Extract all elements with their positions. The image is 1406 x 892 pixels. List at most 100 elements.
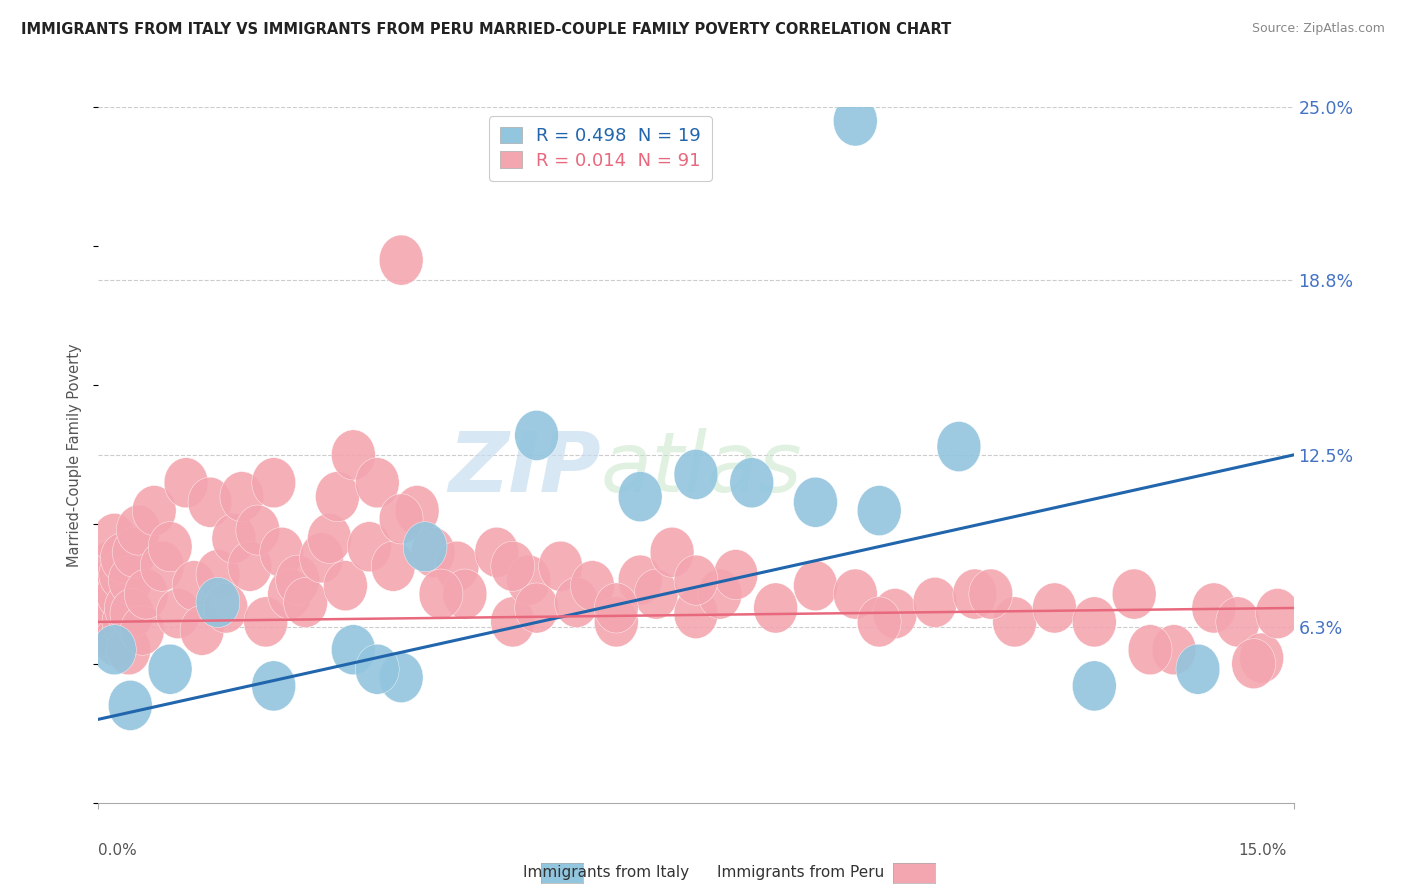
Legend: R = 0.498  N = 19, R = 0.014  N = 91: R = 0.498 N = 19, R = 0.014 N = 91 (489, 116, 711, 180)
Ellipse shape (212, 514, 256, 564)
Ellipse shape (411, 527, 456, 577)
Ellipse shape (380, 653, 423, 703)
Ellipse shape (97, 569, 141, 619)
Ellipse shape (93, 624, 136, 674)
Ellipse shape (132, 485, 176, 535)
Ellipse shape (86, 605, 129, 656)
Ellipse shape (83, 577, 127, 627)
Ellipse shape (195, 577, 240, 627)
Text: atlas: atlas (600, 428, 801, 509)
Text: 0.0%: 0.0% (98, 843, 138, 858)
Ellipse shape (873, 589, 917, 639)
Ellipse shape (1112, 569, 1156, 619)
Ellipse shape (515, 583, 558, 633)
Ellipse shape (619, 555, 662, 605)
Ellipse shape (356, 458, 399, 508)
Ellipse shape (1128, 624, 1173, 674)
Ellipse shape (380, 235, 423, 285)
Ellipse shape (323, 561, 367, 611)
Ellipse shape (188, 477, 232, 527)
Ellipse shape (834, 96, 877, 146)
Ellipse shape (260, 527, 304, 577)
Ellipse shape (404, 522, 447, 572)
Ellipse shape (180, 605, 224, 656)
Ellipse shape (858, 485, 901, 535)
Ellipse shape (634, 569, 678, 619)
Ellipse shape (395, 485, 439, 535)
Ellipse shape (380, 494, 423, 544)
Ellipse shape (219, 472, 264, 522)
Ellipse shape (434, 541, 479, 591)
Ellipse shape (108, 555, 152, 605)
Ellipse shape (443, 569, 486, 619)
Text: Immigrants from Peru: Immigrants from Peru (717, 865, 884, 880)
Ellipse shape (793, 561, 838, 611)
Ellipse shape (554, 577, 599, 627)
Ellipse shape (619, 472, 662, 522)
Ellipse shape (953, 569, 997, 619)
Ellipse shape (697, 569, 742, 619)
Ellipse shape (506, 555, 551, 605)
Ellipse shape (276, 555, 319, 605)
Ellipse shape (103, 597, 146, 647)
Text: 15.0%: 15.0% (1239, 843, 1286, 858)
Ellipse shape (1240, 633, 1284, 683)
Ellipse shape (491, 541, 534, 591)
Ellipse shape (165, 458, 208, 508)
Ellipse shape (491, 597, 534, 647)
Ellipse shape (148, 522, 193, 572)
Ellipse shape (89, 541, 132, 591)
Ellipse shape (993, 597, 1036, 647)
Ellipse shape (195, 549, 240, 599)
Ellipse shape (936, 422, 981, 472)
Ellipse shape (172, 561, 217, 611)
Ellipse shape (236, 505, 280, 555)
Ellipse shape (858, 597, 901, 647)
Ellipse shape (332, 430, 375, 480)
Ellipse shape (284, 577, 328, 627)
Ellipse shape (308, 514, 352, 564)
Ellipse shape (475, 527, 519, 577)
Ellipse shape (1032, 583, 1077, 633)
Ellipse shape (1232, 639, 1275, 689)
Ellipse shape (104, 583, 148, 633)
Ellipse shape (84, 561, 128, 611)
Ellipse shape (673, 555, 718, 605)
Text: Immigrants from Italy: Immigrants from Italy (523, 865, 689, 880)
Ellipse shape (969, 569, 1012, 619)
Ellipse shape (595, 583, 638, 633)
Ellipse shape (1073, 597, 1116, 647)
Ellipse shape (1175, 644, 1220, 694)
Ellipse shape (356, 644, 399, 694)
Ellipse shape (1073, 661, 1116, 711)
Ellipse shape (107, 624, 150, 674)
Ellipse shape (1216, 597, 1260, 647)
Text: Source: ZipAtlas.com: Source: ZipAtlas.com (1251, 22, 1385, 36)
Ellipse shape (108, 681, 152, 731)
Text: ZIP: ZIP (447, 428, 600, 509)
Ellipse shape (834, 569, 877, 619)
Ellipse shape (754, 583, 797, 633)
Ellipse shape (117, 505, 160, 555)
Ellipse shape (267, 569, 312, 619)
Ellipse shape (121, 605, 165, 656)
Ellipse shape (371, 541, 415, 591)
Ellipse shape (252, 458, 295, 508)
Ellipse shape (91, 589, 135, 639)
Ellipse shape (124, 569, 169, 619)
Ellipse shape (1152, 624, 1197, 674)
Ellipse shape (650, 527, 695, 577)
Ellipse shape (730, 458, 773, 508)
Ellipse shape (793, 477, 838, 527)
Ellipse shape (595, 597, 638, 647)
Ellipse shape (1192, 583, 1236, 633)
Ellipse shape (673, 589, 718, 639)
Text: IMMIGRANTS FROM ITALY VS IMMIGRANTS FROM PERU MARRIED-COUPLE FAMILY POVERTY CORR: IMMIGRANTS FROM ITALY VS IMMIGRANTS FROM… (21, 22, 952, 37)
Ellipse shape (315, 472, 360, 522)
Ellipse shape (332, 624, 375, 674)
Ellipse shape (93, 514, 136, 564)
Ellipse shape (912, 577, 957, 627)
Ellipse shape (148, 644, 193, 694)
Ellipse shape (252, 661, 295, 711)
Ellipse shape (112, 527, 156, 577)
